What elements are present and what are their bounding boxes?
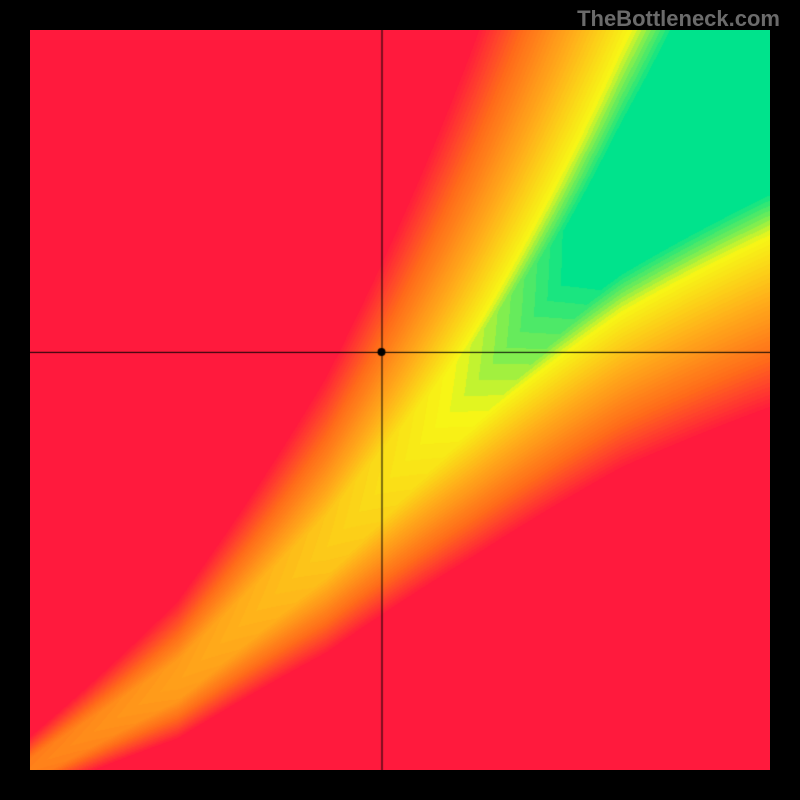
watermark-text: TheBottleneck.com [577, 6, 780, 32]
heatmap-plot [30, 30, 770, 770]
heatmap-canvas [30, 30, 770, 770]
